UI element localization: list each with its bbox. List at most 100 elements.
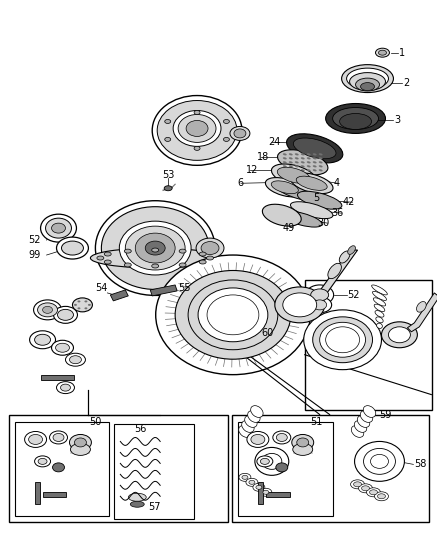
- Ellipse shape: [307, 157, 311, 159]
- Ellipse shape: [46, 218, 71, 238]
- Ellipse shape: [247, 432, 269, 447]
- Ellipse shape: [293, 443, 313, 455]
- Ellipse shape: [417, 302, 426, 312]
- Ellipse shape: [196, 238, 224, 258]
- Ellipse shape: [223, 119, 230, 124]
- Ellipse shape: [361, 486, 370, 491]
- Ellipse shape: [292, 434, 314, 450]
- Ellipse shape: [53, 463, 64, 472]
- Ellipse shape: [41, 214, 77, 242]
- Ellipse shape: [125, 226, 185, 270]
- Ellipse shape: [179, 263, 186, 267]
- Ellipse shape: [178, 115, 216, 142]
- Ellipse shape: [283, 157, 287, 159]
- Bar: [114, 424, 194, 519]
- Ellipse shape: [165, 119, 171, 124]
- Ellipse shape: [308, 297, 332, 313]
- Ellipse shape: [389, 327, 410, 343]
- Ellipse shape: [56, 343, 70, 352]
- Text: 52: 52: [348, 290, 360, 300]
- Ellipse shape: [290, 173, 333, 193]
- Bar: [266, 492, 290, 497]
- Ellipse shape: [342, 64, 393, 93]
- Ellipse shape: [319, 165, 323, 167]
- Ellipse shape: [251, 434, 265, 445]
- Ellipse shape: [354, 421, 367, 432]
- Ellipse shape: [38, 458, 47, 464]
- Ellipse shape: [57, 309, 74, 320]
- Ellipse shape: [375, 311, 384, 317]
- Ellipse shape: [78, 308, 81, 309]
- Ellipse shape: [295, 161, 299, 164]
- Ellipse shape: [283, 161, 287, 164]
- Text: 42: 42: [342, 197, 355, 207]
- Text: 4: 4: [333, 178, 339, 188]
- Ellipse shape: [295, 154, 299, 156]
- Ellipse shape: [101, 207, 209, 289]
- Ellipse shape: [293, 138, 336, 159]
- Ellipse shape: [289, 169, 293, 172]
- Ellipse shape: [207, 256, 213, 260]
- Ellipse shape: [301, 154, 305, 156]
- Ellipse shape: [381, 322, 417, 348]
- Ellipse shape: [313, 169, 317, 172]
- Ellipse shape: [66, 353, 85, 366]
- Ellipse shape: [255, 447, 289, 475]
- Ellipse shape: [251, 406, 263, 417]
- Ellipse shape: [346, 68, 389, 89]
- Text: 30: 30: [318, 218, 330, 228]
- Ellipse shape: [164, 186, 172, 191]
- Ellipse shape: [313, 317, 372, 362]
- Ellipse shape: [198, 288, 268, 342]
- Ellipse shape: [145, 241, 165, 255]
- Ellipse shape: [128, 493, 146, 501]
- Bar: [258, 482, 263, 504]
- Text: 36: 36: [332, 208, 343, 218]
- Text: 5: 5: [314, 193, 320, 203]
- Bar: [14, 422, 110, 516]
- Text: 57: 57: [148, 502, 161, 512]
- Text: 55: 55: [178, 283, 191, 293]
- Ellipse shape: [371, 455, 389, 469]
- Ellipse shape: [275, 287, 325, 323]
- Ellipse shape: [34, 300, 61, 320]
- Text: 2: 2: [403, 78, 410, 87]
- Ellipse shape: [307, 169, 311, 172]
- Text: 50: 50: [89, 416, 102, 426]
- Ellipse shape: [360, 410, 373, 423]
- Text: 6: 6: [237, 178, 243, 188]
- Ellipse shape: [355, 441, 404, 481]
- Text: 58: 58: [414, 459, 427, 470]
- Ellipse shape: [57, 382, 74, 393]
- Ellipse shape: [351, 425, 364, 438]
- Ellipse shape: [301, 169, 305, 172]
- Ellipse shape: [364, 448, 396, 474]
- Polygon shape: [150, 285, 177, 296]
- Ellipse shape: [35, 456, 50, 467]
- Ellipse shape: [283, 154, 287, 156]
- Ellipse shape: [95, 201, 215, 295]
- Ellipse shape: [373, 298, 386, 306]
- Ellipse shape: [242, 475, 248, 479]
- Polygon shape: [310, 250, 357, 301]
- Ellipse shape: [301, 157, 305, 159]
- Ellipse shape: [289, 157, 293, 159]
- Ellipse shape: [289, 161, 293, 164]
- Text: 18: 18: [257, 152, 269, 163]
- Bar: [9, 415, 228, 522]
- Ellipse shape: [72, 298, 92, 312]
- Ellipse shape: [124, 263, 131, 267]
- Ellipse shape: [71, 443, 90, 455]
- Ellipse shape: [359, 484, 372, 493]
- Ellipse shape: [283, 293, 317, 317]
- Ellipse shape: [301, 161, 305, 164]
- Ellipse shape: [245, 416, 257, 427]
- Ellipse shape: [372, 292, 386, 301]
- Ellipse shape: [295, 165, 299, 167]
- Ellipse shape: [199, 260, 206, 264]
- Ellipse shape: [253, 483, 265, 491]
- Ellipse shape: [297, 191, 342, 209]
- Bar: [238, 422, 332, 516]
- Ellipse shape: [370, 490, 378, 495]
- Ellipse shape: [42, 306, 53, 313]
